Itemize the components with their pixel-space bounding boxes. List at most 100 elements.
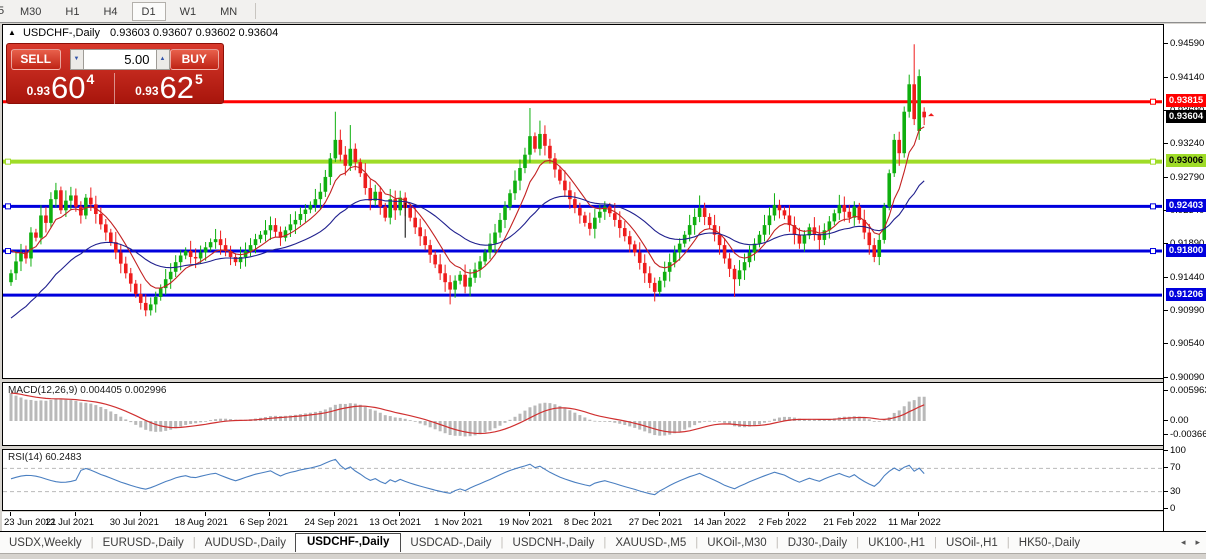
line-handle[interactable] bbox=[5, 158, 11, 165]
date-tick-mark bbox=[658, 512, 660, 516]
sell-price-big: 60 bbox=[51, 70, 86, 105]
rsi-indicator-pane[interactable] bbox=[2, 449, 1163, 511]
volume-input[interactable]: 5.00 bbox=[83, 49, 156, 70]
volume-increase-button[interactable]: ▲ bbox=[155, 49, 170, 70]
collapse-arrow-icon[interactable]: ▲ bbox=[8, 28, 16, 37]
ma-slow-line bbox=[10, 180, 925, 319]
date-tick-mark bbox=[853, 512, 855, 516]
line-handle[interactable] bbox=[5, 248, 11, 255]
price-axis: 0.945900.941400.936900.932400.927900.923… bbox=[1163, 24, 1206, 531]
chart-tab-usdcad-daily[interactable]: USDCAD-,Daily bbox=[410, 536, 492, 549]
chart-symbol-label: USDCHF-,Daily bbox=[22, 27, 100, 39]
buy-price-big: 62 bbox=[159, 70, 195, 105]
tab-separator: | bbox=[775, 536, 779, 549]
tab-separator: | bbox=[934, 536, 938, 549]
rsi-tick-dash bbox=[1164, 450, 1168, 451]
date-label: 21 Feb 2022 bbox=[823, 517, 877, 528]
date-label: 14 Jan 2022 bbox=[693, 517, 746, 528]
rsi-label: RSI(14) 60.2483 bbox=[8, 452, 82, 463]
price-tick-label: 0.93240 bbox=[1170, 138, 1205, 150]
buy-price-sup: 5 bbox=[195, 71, 203, 87]
chart-tab-uk100-h1[interactable]: UK100-,H1 bbox=[868, 536, 926, 549]
chart-tab-usoil-h1[interactable]: USOil-,H1 bbox=[946, 536, 998, 549]
timeframe-button-mn[interactable]: MN bbox=[220, 5, 238, 18]
current-bar-marker bbox=[928, 113, 935, 117]
date-label: 13 Oct 2021 bbox=[369, 517, 421, 528]
price-badge-0.93604: 0.93604 bbox=[1166, 109, 1206, 123]
price-tick-dash bbox=[1164, 276, 1168, 278]
date-tick-mark bbox=[918, 512, 920, 516]
macd-tick-label: -0.003664 bbox=[1170, 429, 1206, 440]
price-tick-dash bbox=[1164, 343, 1168, 345]
date-label: 30 Jul 2021 bbox=[109, 517, 159, 528]
chart-tabs: USDX,Weekly | EURUSD-,Daily | AUDUSD-,Daily U… bbox=[0, 532, 1089, 552]
candles bbox=[9, 44, 926, 317]
chart-tab-ukoil-m30[interactable]: UKOil-,M30 bbox=[707, 536, 767, 549]
chart-tab-usdcnh-daily[interactable]: USDCNH-,Daily bbox=[512, 536, 595, 549]
price-tick-label: 0.90090 bbox=[1170, 371, 1205, 383]
chart-tab-xauusd-m5[interactable]: XAUUSD-,M5 bbox=[615, 536, 687, 549]
tab-separator: | bbox=[90, 536, 94, 549]
date-label: 12 Jul 2021 bbox=[44, 517, 94, 528]
date-tick-mark bbox=[269, 512, 271, 516]
timeframe-button-h1[interactable]: H1 bbox=[65, 5, 80, 18]
price-tick-dash bbox=[1164, 310, 1168, 312]
price-tick-label: 0.94590 bbox=[1170, 38, 1205, 50]
buy-price-prefix: 0.93 bbox=[135, 84, 159, 98]
tab-scroll-left-icon[interactable]: ◂ bbox=[1180, 537, 1186, 547]
date-label: 11 Mar 2022 bbox=[888, 517, 941, 528]
price-tick-dash bbox=[1164, 376, 1168, 378]
macd-indicator-pane[interactable] bbox=[2, 382, 1163, 446]
tab-scroll-right-icon[interactable]: ▸ bbox=[1195, 537, 1200, 547]
date-label: 6 Sep 2021 bbox=[239, 517, 289, 528]
line-handle[interactable] bbox=[1150, 248, 1156, 255]
tab-separator: | bbox=[500, 536, 504, 549]
line-handle[interactable] bbox=[1150, 98, 1156, 105]
chart-tab-dj30-daily[interactable]: DJ30-,Daily bbox=[787, 536, 848, 549]
date-tick-mark bbox=[723, 512, 725, 516]
line-handle[interactable] bbox=[1150, 158, 1156, 165]
date-tick-mark bbox=[204, 512, 206, 516]
toolbar-separator bbox=[255, 3, 257, 19]
date-tick-mark bbox=[74, 512, 76, 516]
price-tick-dash bbox=[1164, 176, 1168, 178]
macd-tick-dash bbox=[1164, 420, 1168, 421]
price-tick-dash bbox=[1164, 76, 1168, 78]
timeframe-button-d1[interactable]: D1 bbox=[131, 1, 166, 21]
chart-tab-usdchf-daily[interactable]: USDCHF-,Daily bbox=[294, 532, 402, 552]
date-tick-mark bbox=[334, 512, 336, 516]
chart-tab-eurusd-daily[interactable]: EURUSD-,Daily bbox=[102, 536, 184, 549]
macd-tick-dash bbox=[1164, 434, 1168, 435]
timeframe-buttons: M30 H1 H4 D1 W1 MN bbox=[8, 1, 249, 21]
date-tick-mark bbox=[528, 512, 530, 516]
date-tick-mark bbox=[788, 512, 790, 516]
chart-tab-usdx-weekly[interactable]: USDX,Weekly bbox=[9, 536, 82, 549]
date-label: 19 Nov 2021 bbox=[498, 517, 553, 528]
price-chart-canvas bbox=[3, 44, 1162, 319]
price-tick-dash bbox=[1164, 143, 1168, 145]
tab-separator: | bbox=[603, 536, 607, 549]
timeframe-button-h4[interactable]: H4 bbox=[103, 5, 118, 18]
macd-tick-label: 0.00 bbox=[1170, 415, 1189, 426]
line-handle[interactable] bbox=[5, 203, 11, 210]
volume-decrease-button[interactable]: ▼ bbox=[69, 49, 84, 70]
price-tick-label: 0.91440 bbox=[1170, 271, 1205, 283]
price-badge-0.93006: 0.93006 bbox=[1166, 154, 1206, 168]
buy-button[interactable]: BUY bbox=[169, 49, 219, 70]
buy-price-display[interactable]: 0.93 62 5 bbox=[115, 70, 223, 105]
chart-tab-hk50-daily[interactable]: HK50-,Daily bbox=[1018, 536, 1081, 549]
rsi-tick-dash bbox=[1164, 508, 1168, 509]
chart-ohlc-values: 0.93603 0.93607 0.93602 0.93604 bbox=[110, 27, 279, 39]
rsi-tick-dash bbox=[1164, 467, 1168, 469]
timeframe-button-m30[interactable]: M30 bbox=[20, 5, 42, 18]
sell-price-display[interactable]: 0.93 60 4 bbox=[7, 70, 115, 105]
timeframe-button-clipped[interactable]: 5 bbox=[0, 4, 5, 17]
line-handle[interactable] bbox=[1150, 203, 1156, 210]
chart-tab-audusd-daily[interactable]: AUDUSD-,Daily bbox=[204, 536, 286, 549]
date-label: 2 Feb 2022 bbox=[758, 517, 807, 528]
timeframe-toolbar: 5 M30 H1 H4 D1 W1 MN bbox=[0, 0, 1206, 23]
status-strip bbox=[0, 553, 1206, 559]
price-badge-0.93815: 0.93815 bbox=[1166, 94, 1206, 108]
sell-button[interactable]: SELL bbox=[11, 49, 61, 70]
timeframe-button-w1[interactable]: W1 bbox=[179, 5, 197, 18]
